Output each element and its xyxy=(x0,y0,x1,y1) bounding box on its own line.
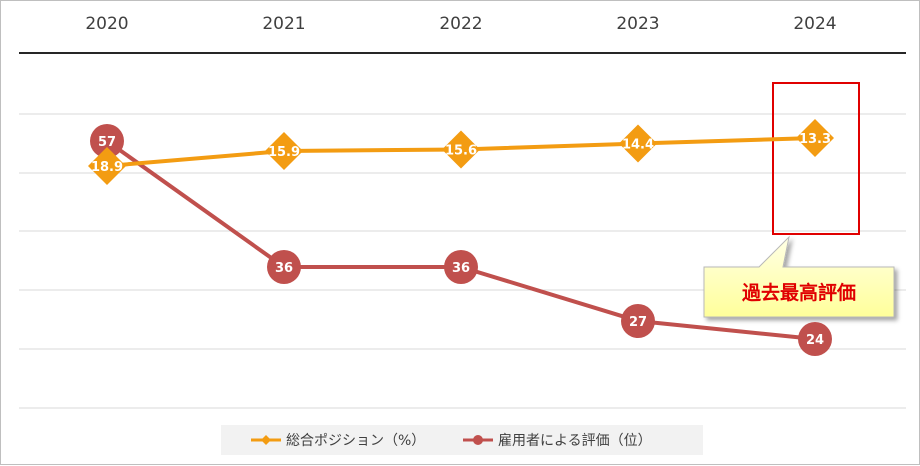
x-tick-label-2024: 2024 xyxy=(793,14,836,34)
x-tick-label-2021: 2021 xyxy=(262,14,305,34)
series-1-data-label-2021: 15.9 xyxy=(268,145,300,160)
legend-label-series-1: 総合ポジション（%） xyxy=(286,433,425,449)
series-1-marker-2024 xyxy=(796,119,834,157)
series-1-data-label-2024: 13.3 xyxy=(799,132,831,147)
series-1-marker-2020 xyxy=(88,147,126,185)
series-layer: 57 36 36 27 24 18.9 15.9 15.6 14.4 13.3 xyxy=(88,119,834,356)
series-2-data-label-2022: 36 xyxy=(452,261,470,276)
series-2-data-label-2021: 36 xyxy=(275,261,293,276)
series-1-data-label-2020: 18.9 xyxy=(91,160,123,175)
highlight-box-2024 xyxy=(772,82,860,235)
legend-marker-series-1 xyxy=(261,435,271,445)
legend-box xyxy=(221,425,703,455)
x-tick-label-2023: 2023 xyxy=(616,14,659,34)
series-2-data-label-2020: 57 xyxy=(98,135,116,150)
series-1-marker-2022 xyxy=(442,130,480,169)
x-tick-label-2022: 2022 xyxy=(439,14,482,34)
series-2-marker-2024 xyxy=(798,322,832,356)
x-axis-labels: 2020 2021 2022 2023 2024 xyxy=(85,14,836,34)
legend-label-series-2: 雇用者による評価（位） xyxy=(498,432,652,449)
gridlines xyxy=(19,113,906,409)
x-tick-label-2020: 2020 xyxy=(85,14,128,34)
series-2-marker-2023 xyxy=(621,304,655,338)
callout-text: 過去最高評価 xyxy=(742,281,856,304)
legend-marker-series-2 xyxy=(473,435,483,445)
series-2-data-label-2024: 24 xyxy=(806,333,824,348)
legend: 総合ポジション（%） 雇用者による評価（位） xyxy=(221,425,703,455)
callout-bubble xyxy=(703,235,895,318)
series-1-data-label-2023: 14.4 xyxy=(622,138,654,153)
series-2-marker-2020 xyxy=(90,124,124,158)
callout xyxy=(703,235,895,318)
series-1-marker-2023 xyxy=(619,124,657,163)
series-2-data-label-2023: 27 xyxy=(629,315,647,330)
series-1-marker-2021 xyxy=(265,132,303,170)
series-1-data-label-2022: 15.6 xyxy=(445,144,477,159)
series-2-marker-2022 xyxy=(444,250,478,284)
series-2-marker-2021 xyxy=(267,250,301,284)
